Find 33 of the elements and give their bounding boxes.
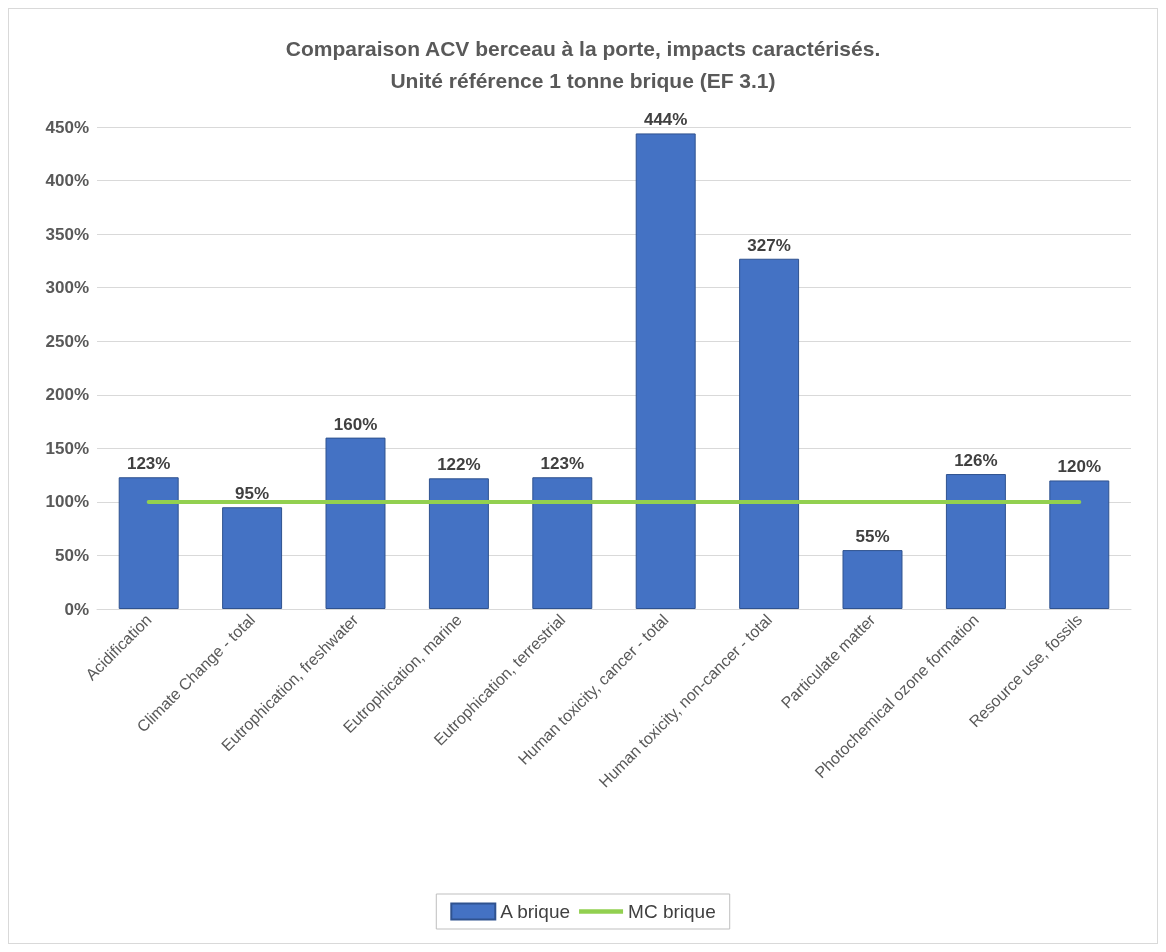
y-tick-label: 450% bbox=[45, 117, 89, 137]
bar bbox=[842, 550, 903, 609]
data-label: 126% bbox=[954, 451, 998, 471]
y-tick-label: 400% bbox=[45, 171, 89, 191]
bar bbox=[635, 133, 696, 609]
y-tick-label: 0% bbox=[64, 599, 89, 619]
y-tick-label: 50% bbox=[54, 545, 89, 565]
bar bbox=[532, 477, 593, 609]
bar bbox=[945, 474, 1006, 609]
bar bbox=[1049, 480, 1110, 609]
y-tick-label: 300% bbox=[45, 278, 89, 298]
data-label: 123% bbox=[540, 454, 585, 474]
data-label: 444% bbox=[643, 110, 688, 130]
bar bbox=[118, 477, 179, 609]
y-tick-label: 350% bbox=[45, 224, 89, 244]
data-label: 123% bbox=[126, 454, 171, 474]
data-label: 160% bbox=[333, 414, 378, 434]
data-label: 95% bbox=[235, 484, 270, 504]
data-label: 55% bbox=[855, 527, 890, 547]
y-tick-label: 150% bbox=[45, 438, 89, 458]
bar bbox=[739, 258, 800, 609]
bar bbox=[222, 507, 283, 609]
legend-label: MC brique bbox=[628, 901, 716, 922]
bar bbox=[428, 478, 489, 609]
y-tick-label: 250% bbox=[45, 331, 89, 351]
bar bbox=[325, 437, 386, 609]
y-tick-label: 200% bbox=[45, 385, 89, 405]
y-tick-label: 100% bbox=[45, 492, 89, 512]
chart-title: Comparaison ACV berceau à la porte, impacts caractérisés. Unité référence 1 tonne brique (EF 3.1) bbox=[285, 36, 881, 92]
data-label: 120% bbox=[1057, 457, 1102, 477]
data-label: 327% bbox=[747, 235, 791, 255]
data-label: 122% bbox=[437, 455, 481, 475]
legend-label: A brique bbox=[500, 901, 571, 922]
